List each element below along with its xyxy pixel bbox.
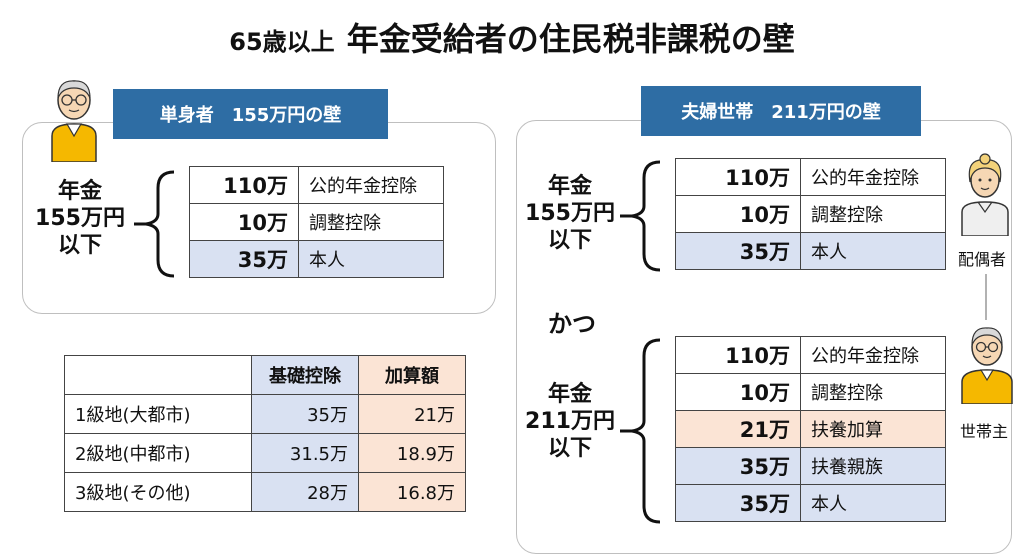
label-line: 年金 — [547, 382, 592, 407]
table-row: 35万 扶養親族 — [675, 447, 946, 485]
item-cell: 公的年金控除 — [800, 158, 946, 196]
table-row: 3級地(その他) 28万 16.8万 — [64, 472, 466, 512]
item-cell: 本人 — [800, 484, 946, 522]
household-head-caption: 世帯主 — [960, 422, 1009, 441]
table-row: 110万 公的年金控除 — [675, 336, 946, 374]
item-cell: 扶養親族 — [800, 447, 946, 485]
amount-cell: 10万 — [675, 373, 801, 411]
amount-cell: 110万 — [675, 336, 801, 374]
region-cell: 2級地(中都市) — [64, 433, 252, 473]
table-row: 35万 本人 — [189, 240, 444, 278]
amount-cell: 35万 — [675, 447, 801, 485]
addition-cell: 21万 — [358, 394, 466, 434]
title-main: 年金受給者の住民税非課税の壁 — [346, 20, 795, 58]
label-line: 以下 — [547, 228, 592, 253]
label-line: 211万円 — [525, 409, 615, 434]
and-connector: かつ — [548, 310, 596, 338]
amount-cell: 35万 — [675, 484, 801, 522]
basic-deduction-cell: 31.5万 — [251, 433, 359, 473]
elderly-man-icon — [961, 327, 1013, 404]
table-row: 35万 本人 — [675, 232, 946, 270]
title-prefix: 65歳以上 — [229, 28, 335, 56]
curly-brace-icon — [620, 160, 661, 272]
label-line: 年金 — [547, 174, 592, 199]
region-cell: 1級地(大都市) — [64, 394, 252, 434]
table-row: 2級地(中都市) 31.5万 18.9万 — [64, 433, 466, 473]
item-cell: 調整控除 — [298, 203, 444, 241]
table-row: 10万 調整控除 — [189, 203, 444, 241]
amount-cell: 10万 — [675, 195, 801, 233]
amount-cell: 110万 — [189, 166, 299, 204]
elderly-man-icon — [51, 80, 97, 162]
table-row: 1級地(大都市) 35万 21万 — [64, 394, 466, 434]
amount-cell: 10万 — [189, 203, 299, 241]
amount-cell: 35万 — [675, 232, 801, 270]
item-cell: 扶養加算 — [800, 410, 946, 448]
header-cell: 基礎控除 — [251, 355, 359, 395]
item-cell: 調整控除 — [800, 373, 946, 411]
basic-deduction-cell: 35万 — [251, 394, 359, 434]
label-line: 以下 — [57, 233, 102, 258]
basic-deduction-cell: 28万 — [251, 472, 359, 512]
couple-tag: 夫婦世帯 211万円の壁 — [641, 86, 921, 136]
curly-brace-icon — [134, 170, 175, 278]
amount-cell: 110万 — [675, 158, 801, 196]
region-cell: 3級地(その他) — [64, 472, 252, 512]
table-row: 35万 本人 — [675, 484, 946, 522]
header-cell — [64, 355, 252, 395]
table-row: 10万 調整控除 — [675, 373, 946, 411]
item-cell: 公的年金控除 — [298, 166, 444, 204]
deduction-rate-table: 基礎控除 加算額 1級地(大都市) 35万 21万 2級地(中都市) 31.5万… — [64, 355, 466, 512]
table-row: 110万 公的年金控除 — [189, 166, 444, 204]
page-title: 65歳以上 年金受給者の住民税非課税の壁 — [0, 14, 1024, 60]
item-cell: 調整控除 — [800, 195, 946, 233]
amount-cell: 35万 — [189, 240, 299, 278]
table-header-row: 基礎控除 加算額 — [64, 355, 466, 395]
single-breakdown-table: 110万 公的年金控除 10万 調整控除 35万 本人 — [189, 166, 444, 278]
label-line: 155万円 — [35, 206, 125, 231]
spouse-caption: 配偶者 — [958, 250, 1007, 269]
table-row: 10万 調整控除 — [675, 195, 946, 233]
elderly-woman-icon — [961, 153, 1009, 236]
addition-cell: 18.9万 — [358, 433, 466, 473]
spouse-breakdown-table: 110万 公的年金控除 10万 調整控除 35万 本人 — [675, 158, 946, 270]
label-line: 年金 — [57, 179, 102, 204]
spouse-pension-label: 年金 155万円 以下 — [518, 173, 622, 254]
addition-cell: 16.8万 — [358, 472, 466, 512]
label-line: 以下 — [547, 436, 592, 461]
table-row: 110万 公的年金控除 — [675, 158, 946, 196]
item-cell: 公的年金控除 — [800, 336, 946, 374]
curly-brace-icon — [620, 338, 661, 524]
table-row: 21万 扶養加算 — [675, 410, 946, 448]
connector-line — [985, 274, 987, 320]
header-cell: 加算額 — [358, 355, 466, 395]
head-pension-label: 年金 211万円 以下 — [518, 381, 622, 462]
single-tag: 単身者 155万円の壁 — [113, 89, 388, 139]
label-line: 155万円 — [525, 201, 615, 226]
amount-cell: 21万 — [675, 410, 801, 448]
head-breakdown-table: 110万 公的年金控除 10万 調整控除 21万 扶養加算 35万 扶養親族 3… — [675, 336, 946, 522]
single-pension-label: 年金 155万円 以下 — [28, 178, 132, 259]
item-cell: 本人 — [800, 232, 946, 270]
item-cell: 本人 — [298, 240, 444, 278]
